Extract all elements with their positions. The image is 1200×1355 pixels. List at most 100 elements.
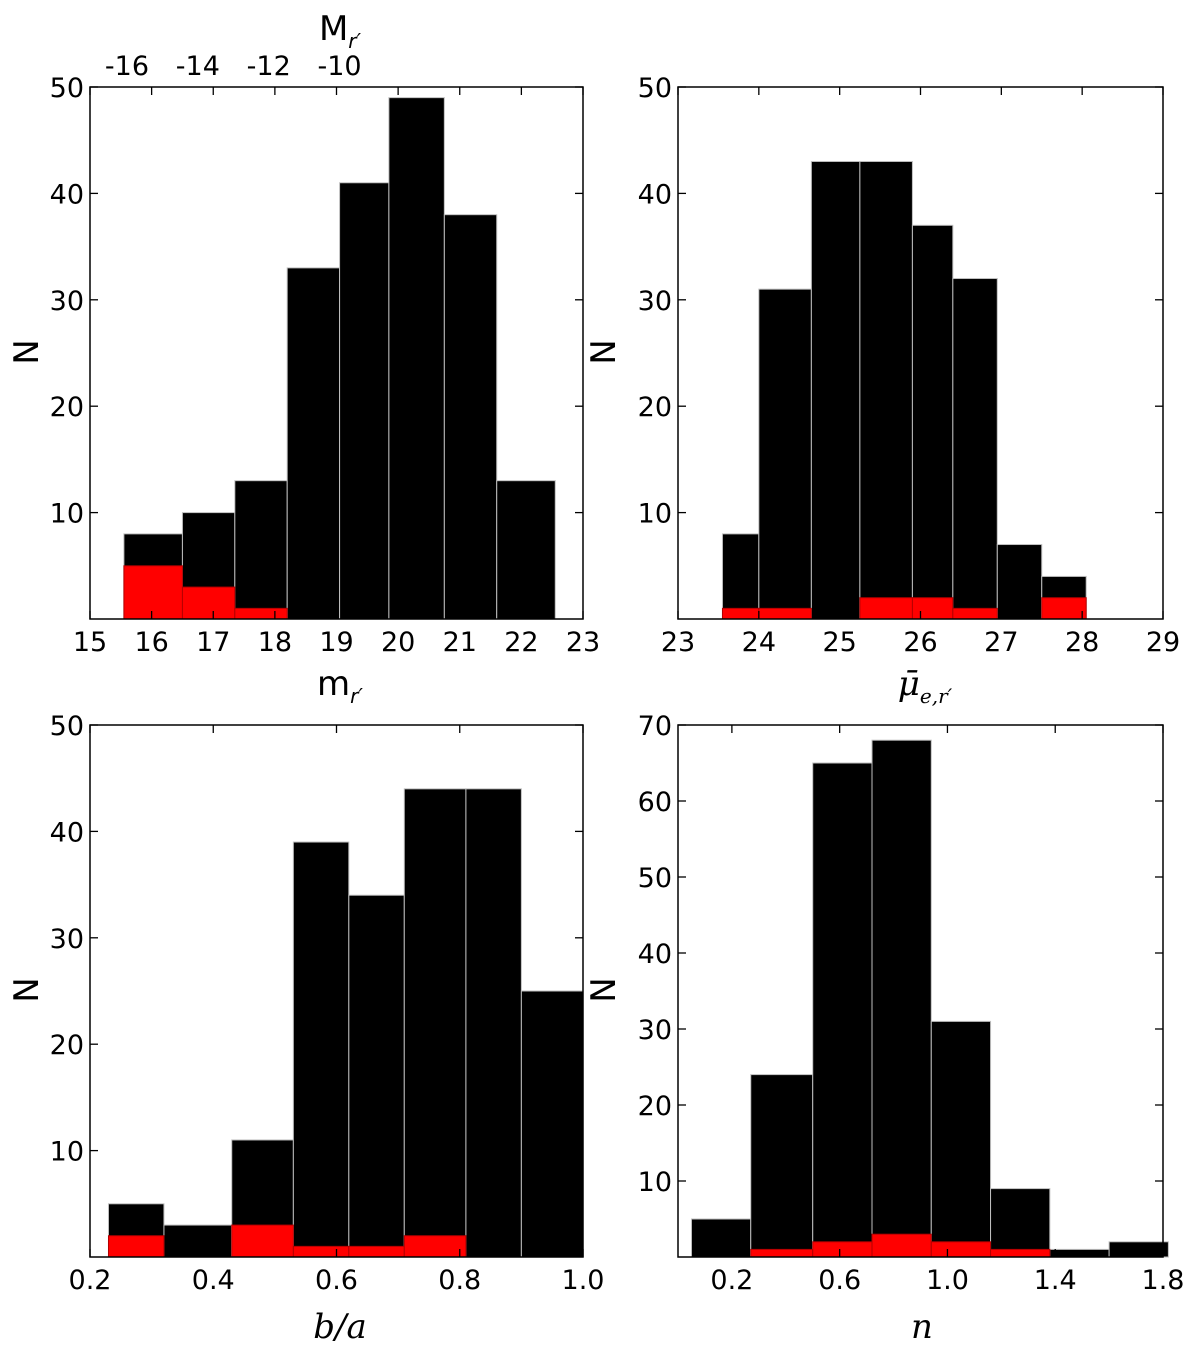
x-tick-label: 21	[443, 627, 477, 658]
x-tick-label: 1.0	[562, 1265, 605, 1296]
x-tick-label: 24	[742, 627, 776, 658]
panel-axis-ratio: 0.2 0.4 0.6 0.8 1.0 10 20 30 40 50 N b/a	[7, 711, 604, 1347]
y-tick-label: 40	[50, 179, 84, 210]
bar-all-1	[163, 1224, 233, 1258]
bar-all-6	[465, 788, 522, 1258]
y-tick-label: 10	[638, 1167, 672, 1198]
panel-magnitude: 15 16 17 18 19 20 21 22 23 10 20 30 40 50 -16 -14 -12 -10…	[7, 9, 600, 708]
x-tick-label: 23	[661, 627, 695, 658]
x-tick-label: 18	[258, 627, 292, 658]
bar-subset-5	[990, 1248, 1051, 1258]
bar-subset-4	[911, 597, 954, 620]
y-tick-label: 10	[50, 1137, 84, 1168]
y-tick-label: 30	[50, 286, 84, 317]
plot-frame	[677, 724, 1164, 1258]
y-axis-label: N	[7, 339, 47, 364]
bar-all-4	[930, 1020, 992, 1258]
x-axis-label: μ̄e,r′	[898, 664, 953, 708]
x-tick-label: 0.2	[710, 1265, 753, 1296]
bar-all-5	[990, 1188, 1051, 1258]
bar-subset-3	[871, 1233, 932, 1258]
bar-all-6	[443, 214, 498, 620]
tick-labels: 0.2 0.6 1.0 1.4 1.8 10 20 30 40 50 60 70	[638, 711, 1185, 1296]
histogram-bars	[690, 739, 1169, 1258]
bar-all-1	[758, 288, 812, 620]
y-tick-label: 30	[638, 1015, 672, 1046]
y-tick-label: 20	[638, 392, 672, 423]
y-tick-label: 40	[638, 179, 672, 210]
x-tick-label: 22	[504, 627, 538, 658]
top-tick-label: -14	[176, 51, 220, 82]
y-tick-label: 20	[50, 392, 84, 423]
y-axis-label: N	[584, 977, 624, 1002]
bar-subset-3	[859, 597, 913, 620]
plot-frame	[89, 86, 584, 620]
bar-subset-2	[234, 607, 288, 620]
bar-all-4	[911, 224, 954, 620]
histogram-bars	[721, 160, 1087, 620]
x-tick-label: 1.0	[926, 1265, 969, 1296]
x-tick-label: 25	[822, 627, 856, 658]
y-tick-label: 20	[638, 1091, 672, 1122]
bar-all-2	[234, 480, 288, 620]
histogram-bars	[123, 97, 556, 620]
y-axis-label: N	[584, 339, 624, 364]
y-axis-label: N	[7, 977, 47, 1002]
x-axis-label: n	[911, 1307, 933, 1347]
tick-labels: 23 24 25 26 27 28 29 10 20 30 40 50	[638, 73, 1181, 658]
bar-subset-1	[758, 607, 812, 620]
bar-subset-4	[930, 1241, 992, 1258]
tick-labels: 0.2 0.4 0.6 0.8 1.0 10 20 30 40 50	[50, 711, 605, 1296]
y-tick-label: 40	[50, 817, 84, 848]
plot-frame	[89, 724, 584, 1258]
y-tick-label: 50	[50, 711, 84, 742]
bar-subset-0	[107, 1235, 165, 1258]
x-tick-label: 26	[903, 627, 937, 658]
bar-all-4	[348, 894, 405, 1258]
bar-subset-3	[292, 1245, 350, 1258]
y-tick-label: 60	[638, 787, 672, 818]
bar-all-5	[952, 278, 998, 620]
bar-subset-5	[952, 607, 998, 620]
x-tick-label: 28	[1065, 627, 1099, 658]
top-tick-label: -12	[247, 51, 291, 82]
top-tick-label: -16	[105, 51, 149, 82]
x-tick-label: 19	[319, 627, 353, 658]
x-tick-label: 0.6	[315, 1265, 358, 1296]
bar-all-3	[871, 739, 932, 1258]
x-axis-label: b/a	[313, 1307, 367, 1347]
panel-sersic-index: 0.2 0.6 1.0 1.4 1.8 10 20 30 40 50 60 70 N n	[584, 711, 1184, 1347]
bar-all-3	[292, 841, 350, 1258]
y-tick-label: 10	[638, 499, 672, 530]
x-tick-label: 0.4	[192, 1265, 235, 1296]
bar-subset-2	[812, 1241, 873, 1258]
x-tick-label: 1.4	[1034, 1265, 1077, 1296]
panel-surface-brightness: 23 24 25 26 27 28 29 10 20 30 40 50 N μ̄e,r′	[584, 73, 1180, 708]
bar-subset-1	[181, 586, 236, 620]
top-axis-label: Mr′	[319, 9, 362, 53]
bar-all-7	[1108, 1241, 1169, 1258]
histogram-bars	[107, 788, 584, 1258]
bar-subset-4	[348, 1245, 405, 1258]
bar-all-7	[496, 480, 556, 620]
bar-all-6	[1049, 1248, 1110, 1258]
bar-all-0	[690, 1218, 752, 1258]
x-tick-label: 27	[984, 627, 1018, 658]
bar-all-2	[812, 762, 873, 1258]
bar-all-5	[388, 97, 445, 620]
bar-all-4	[339, 182, 390, 620]
y-tick-label: 50	[638, 73, 672, 104]
y-tick-label: 20	[50, 1030, 84, 1061]
y-tick-label: 50	[50, 73, 84, 104]
bar-all-5	[403, 788, 467, 1258]
y-tick-label: 50	[638, 863, 672, 894]
bar-subset-7	[1041, 597, 1087, 620]
x-tick-label: 1.8	[1142, 1265, 1185, 1296]
x-tick-label: 0.6	[818, 1265, 861, 1296]
bar-all-2	[810, 160, 861, 620]
y-tick-label: 40	[638, 939, 672, 970]
x-tick-label: 15	[73, 627, 107, 658]
x-tick-label: 17	[196, 627, 230, 658]
y-tick-label: 10	[50, 499, 84, 530]
